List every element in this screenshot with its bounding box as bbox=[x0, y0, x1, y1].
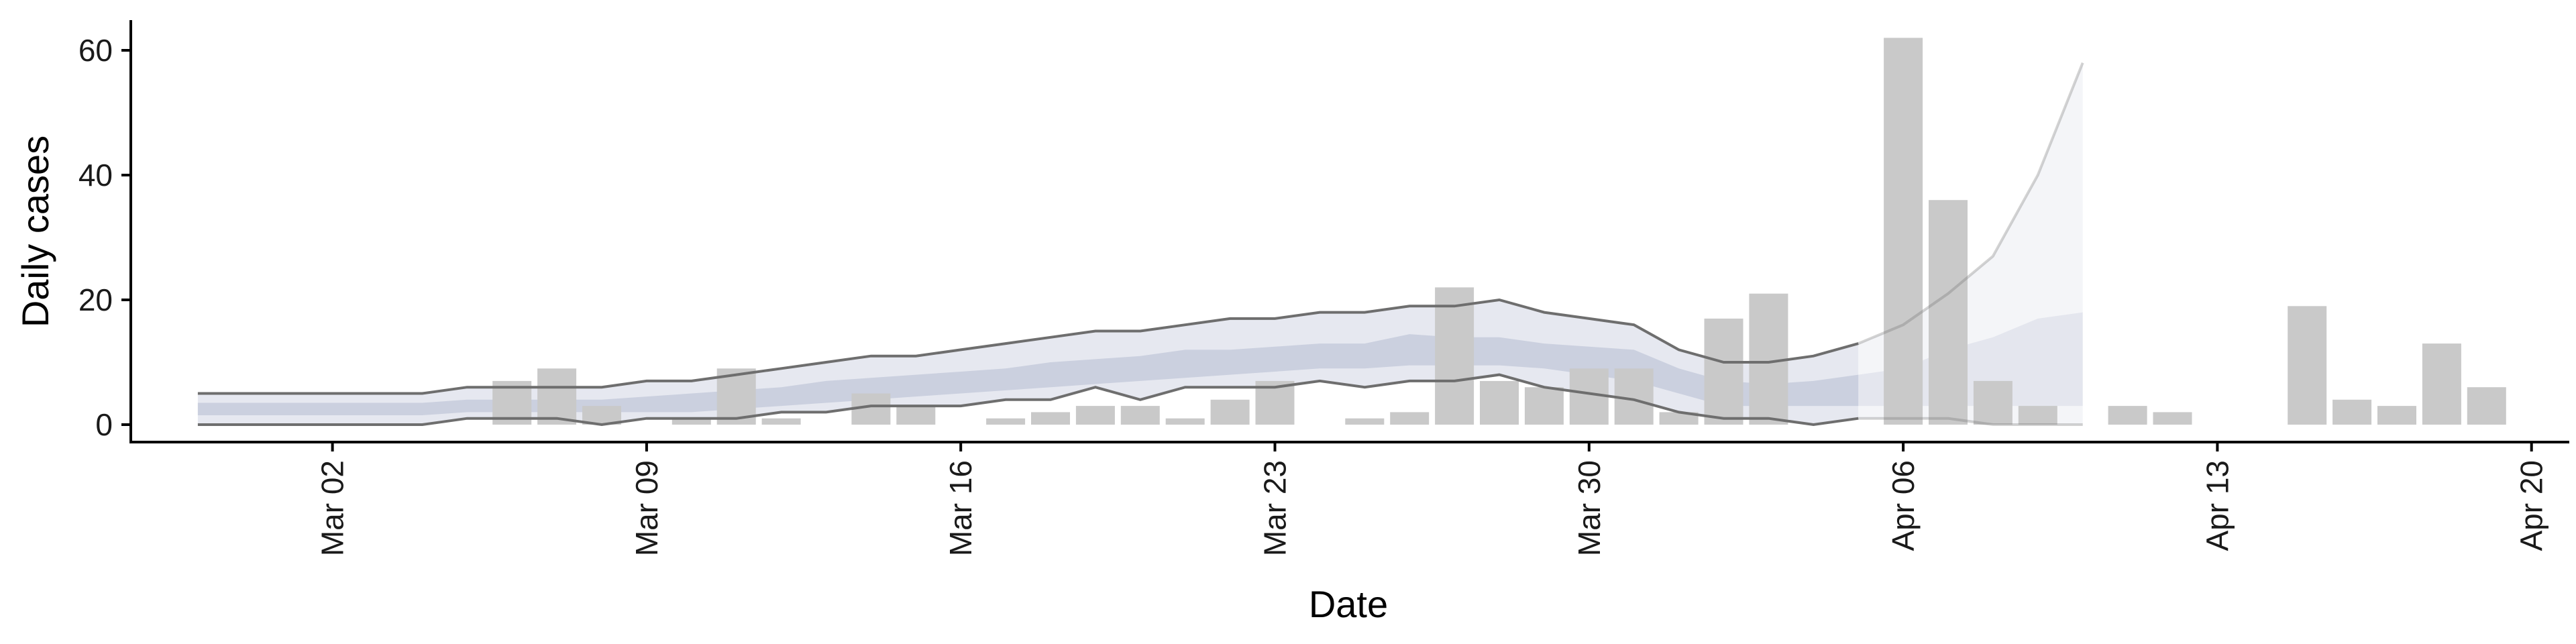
x-tick-label: Mar 23 bbox=[1258, 460, 1293, 556]
bar bbox=[896, 406, 936, 425]
y-tick-label: 20 bbox=[78, 282, 113, 317]
x-tick-label: Apr 06 bbox=[1886, 460, 1921, 551]
bar bbox=[1075, 406, 1115, 425]
bar bbox=[1659, 412, 1699, 425]
x-tick-label: Apr 13 bbox=[2200, 460, 2235, 551]
bar bbox=[1120, 406, 1160, 425]
ci90-lower-line-nowcast bbox=[1858, 417, 2083, 426]
ci90-lower-line bbox=[197, 373, 1859, 427]
bar bbox=[2377, 406, 2416, 425]
bar bbox=[1973, 380, 2012, 425]
bar bbox=[2018, 406, 2057, 425]
ci90-upper-line bbox=[197, 298, 1859, 395]
estimate-lines-layer bbox=[197, 62, 2084, 427]
bar bbox=[2288, 306, 2327, 425]
y-axis-title: Daily cases bbox=[14, 136, 56, 327]
y-tick-label: 60 bbox=[78, 33, 113, 68]
bar bbox=[1524, 387, 1564, 425]
x-tick-label: Mar 30 bbox=[1572, 460, 1607, 556]
bar bbox=[1210, 399, 1250, 425]
ci90-upper-line-nowcast bbox=[1858, 62, 2084, 345]
bar bbox=[761, 418, 801, 425]
y-axis: 0 20 40 60 bbox=[78, 20, 132, 443]
bar bbox=[1435, 287, 1474, 425]
bar bbox=[672, 418, 711, 425]
x-tick-label: Mar 09 bbox=[629, 460, 664, 556]
bar bbox=[2467, 387, 2506, 425]
bar bbox=[1345, 418, 1385, 425]
bar bbox=[537, 368, 577, 425]
bar bbox=[1165, 418, 1205, 425]
x-axis: Mar 02 Mar 09 Mar 16 Mar 23 Mar 30 Apr 06 Apr … bbox=[129, 441, 2569, 556]
bar bbox=[1480, 380, 1519, 425]
bar bbox=[1031, 412, 1070, 425]
bar bbox=[2108, 406, 2147, 425]
estimate-layer bbox=[197, 62, 2083, 425]
bar bbox=[2153, 412, 2192, 425]
y-tick-label: 40 bbox=[78, 158, 113, 193]
x-tick-label: Mar 02 bbox=[315, 460, 350, 556]
x-tick-label: Mar 16 bbox=[943, 460, 978, 556]
bar bbox=[1884, 38, 1923, 425]
bar bbox=[986, 418, 1026, 425]
bar bbox=[2332, 399, 2372, 425]
x-tick-label: Apr 20 bbox=[2514, 460, 2549, 551]
bar bbox=[2422, 343, 2461, 425]
bar bbox=[1390, 412, 1430, 425]
x-axis-title: Date bbox=[1309, 583, 1388, 625]
bar bbox=[1704, 318, 1743, 425]
y-tick-label: 0 bbox=[95, 407, 113, 442]
bar bbox=[1929, 200, 1968, 425]
